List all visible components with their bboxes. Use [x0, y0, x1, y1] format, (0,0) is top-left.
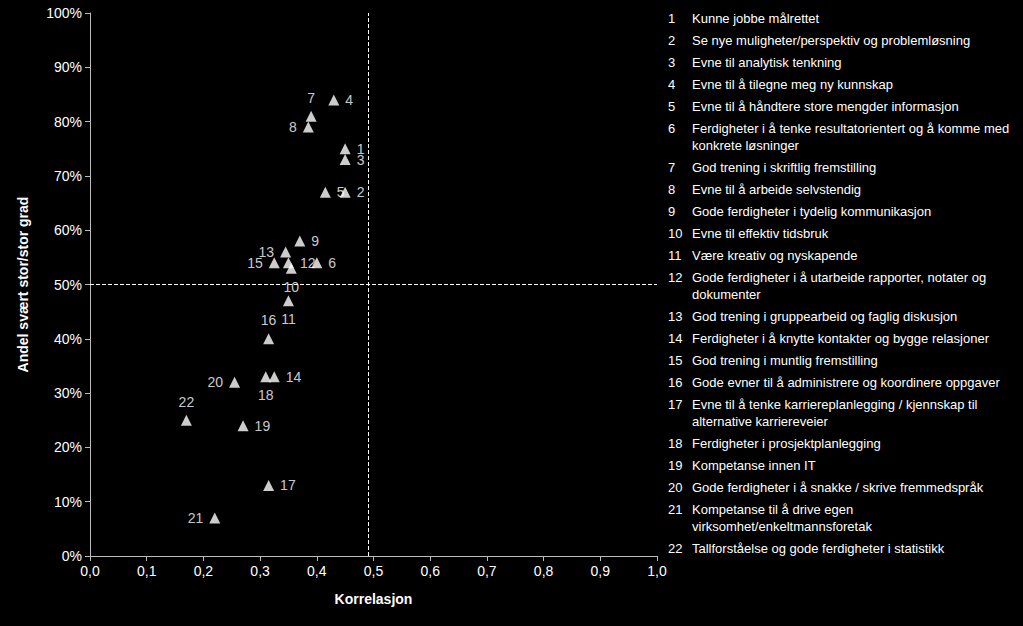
svg-text:Korrelasjon: Korrelasjon	[335, 591, 413, 607]
html-text:Evne til å håndtere store meng: Evne til å håndtere store mengder inform…	[692, 98, 959, 114]
html-text:Gode ferdigheter i å utarbeide: Gode ferdigheter i å utarbeide rapporter…	[692, 269, 987, 302]
html-text:Ferdigheter i å knytte kontakt: Ferdigheter i å knytte kontakter og bygg…	[692, 330, 989, 346]
html-text:Gode ferdigheter i tydelig kom: Gode ferdigheter i tydelig kommunikasjon	[692, 203, 932, 219]
svg-text:7: 7	[307, 90, 315, 106]
html-text:Kompetanse til å drive egen vi: Kompetanse til å drive egen virksomhet/e…	[692, 501, 872, 534]
svg-text:6: 6	[328, 255, 336, 271]
html-text:Evne til å tenke karriereplanl: Evne til å tenke karriereplanlegging / k…	[692, 396, 978, 429]
svg-text:22: 22	[179, 394, 195, 410]
svg-text:0,5: 0,5	[364, 563, 384, 579]
html-text:1: 1	[668, 10, 676, 26]
svg-text:13: 13	[258, 243, 275, 260]
svg-text:60%: 60%	[54, 222, 82, 238]
html-text:22: 22	[668, 540, 683, 556]
html-text:17: 17	[668, 396, 683, 412]
html-text:9: 9	[668, 203, 676, 219]
svg-text:0,7: 0,7	[477, 563, 497, 579]
html-text:12: 12	[668, 269, 683, 285]
svg-text:30%: 30%	[54, 385, 82, 401]
html-text:Kompetanse innen IT: Kompetanse innen IT	[692, 457, 816, 473]
svg-text:18: 18	[258, 387, 274, 403]
html-text:Gode ferdigheter i å snakke /: Gode ferdigheter i å snakke / skrive fre…	[692, 479, 984, 495]
svg-text:1: 1	[356, 140, 365, 157]
svg-text:17: 17	[280, 477, 296, 493]
svg-text:10: 10	[283, 279, 299, 295]
html-text:6: 6	[668, 120, 676, 136]
html-text:Evne til effektiv tidsbruk: Evne til effektiv tidsbruk	[692, 225, 829, 241]
svg-text:0,6: 0,6	[420, 563, 440, 579]
svg-text:50%: 50%	[54, 277, 82, 293]
svg-text:1,0: 1,0	[647, 563, 667, 579]
html-text:Ferdigheter i å tenke resultat: Ferdigheter i å tenke resultatorientert …	[692, 120, 1010, 153]
svg-text:100%: 100%	[46, 5, 82, 21]
svg-text:20: 20	[208, 374, 224, 390]
svg-text:16: 16	[261, 312, 277, 328]
html-text:Tallforståelse og gode ferdigh: Tallforståelse og gode ferdigheter i sta…	[692, 540, 945, 556]
html-text:3: 3	[668, 54, 676, 70]
html-text:Evne til analytisk tenkning: Evne til analytisk tenkning	[692, 54, 842, 70]
svg-text:Andel svært stor/stor grad: Andel svært stor/stor grad	[15, 197, 31, 373]
svg-text:20%: 20%	[54, 439, 82, 455]
svg-text:10%: 10%	[54, 494, 82, 510]
svg-text:0%: 0%	[62, 548, 82, 564]
svg-text:4: 4	[345, 92, 353, 108]
html-text:11: 11	[668, 247, 682, 263]
html-text:19: 19	[668, 457, 683, 473]
html-text:4: 4	[668, 76, 676, 92]
svg-text:80%: 80%	[54, 114, 82, 130]
html-text:Se nye muligheter/perspektiv o: Se nye muligheter/perspektiv og probleml…	[692, 32, 971, 48]
svg-text:15: 15	[247, 255, 263, 271]
svg-text:40%: 40%	[54, 331, 82, 347]
svg-text:0,3: 0,3	[250, 563, 270, 579]
svg-text:21: 21	[188, 510, 204, 526]
svg-text:0,9: 0,9	[591, 563, 611, 579]
html-text:Være kreativ og nyskapende: Være kreativ og nyskapende	[692, 247, 858, 263]
html-text:God trening i muntlig fremstil: God trening i muntlig fremstilling	[692, 352, 878, 368]
svg-text:70%: 70%	[54, 168, 82, 184]
html-text:Kunne jobbe målrettet: Kunne jobbe målrettet	[692, 10, 820, 26]
svg-text:5: 5	[337, 184, 345, 200]
html-text:8: 8	[668, 181, 676, 197]
svg-text:0,0: 0,0	[80, 563, 100, 579]
svg-text:0,8: 0,8	[534, 563, 554, 579]
svg-text:0,1: 0,1	[137, 563, 157, 579]
html-text:18: 18	[668, 435, 683, 451]
html-text:Evne til å tilegne meg ny kunn: Evne til å tilegne meg ny kunnskap	[692, 76, 893, 92]
html-text:10: 10	[668, 225, 683, 241]
svg-text:12: 12	[300, 255, 316, 271]
svg-text:0,4: 0,4	[307, 563, 327, 579]
svg-text:14: 14	[286, 369, 302, 385]
html-text:20: 20	[668, 479, 683, 495]
html-text:Ferdigheter i prosjektplanlegg: Ferdigheter i prosjektplanlegging	[692, 435, 881, 451]
html-text:14: 14	[668, 330, 683, 346]
html-text:5: 5	[668, 98, 676, 114]
html-text:16: 16	[668, 374, 683, 390]
html-text:God trening i gruppearbeid og: God trening i gruppearbeid og faglig dis…	[692, 308, 958, 324]
html-text:Evne til å arbeide selvstendig: Evne til å arbeide selvstendig	[692, 181, 862, 197]
svg-text:8: 8	[289, 119, 297, 135]
html-text:2: 2	[668, 32, 676, 48]
svg-text:11: 11	[281, 311, 296, 327]
svg-text:19: 19	[255, 418, 271, 434]
html-text:God trening i skriftlig fremst: God trening i skriftlig fremstilling	[692, 159, 877, 175]
svg-text:90%: 90%	[54, 59, 82, 75]
html-text:Gode evner til å administrere: Gode evner til å administrere og koordin…	[692, 374, 1000, 390]
html-text:7: 7	[668, 159, 676, 175]
html-text:21: 21	[668, 501, 683, 517]
svg-text:9: 9	[311, 233, 319, 249]
svg-text:3: 3	[357, 152, 365, 168]
svg-text:0,2: 0,2	[194, 563, 214, 579]
svg-text:2: 2	[357, 184, 365, 200]
html-text:13: 13	[668, 308, 683, 324]
html-text:15: 15	[668, 352, 683, 368]
